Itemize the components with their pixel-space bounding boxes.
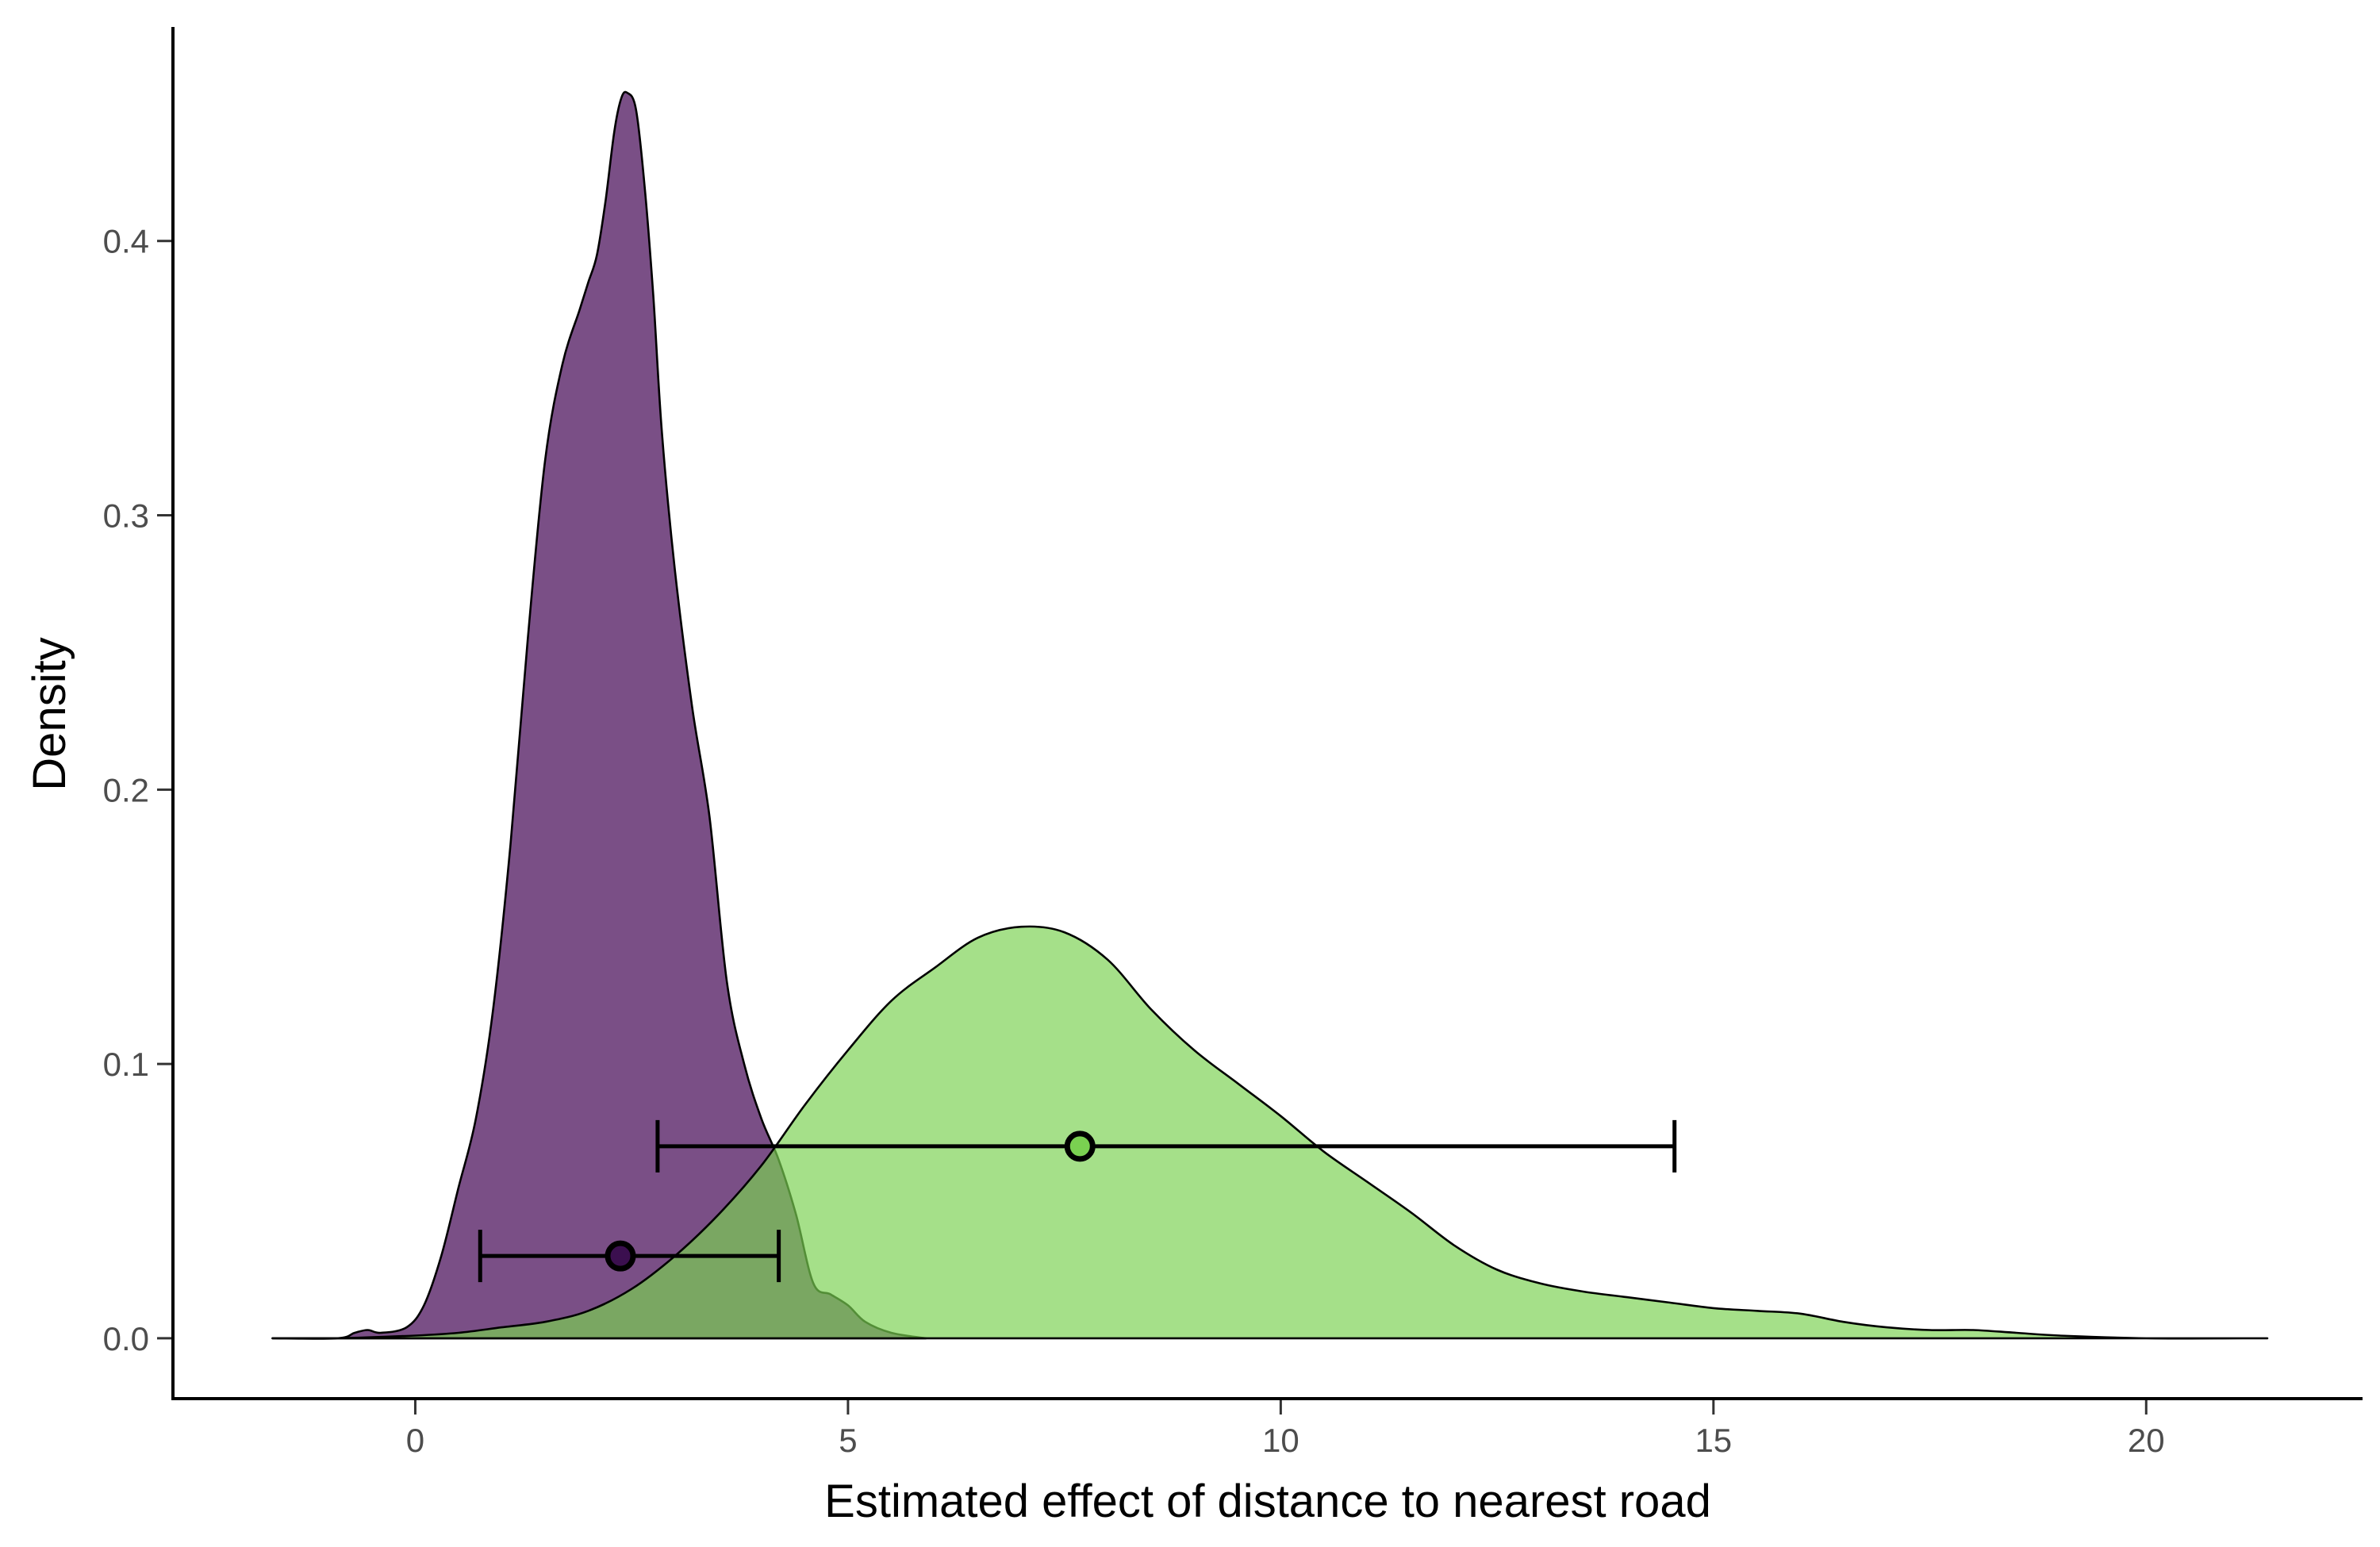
density-area-1: [271, 90, 927, 1340]
density-area-2: [271, 925, 2269, 1340]
x-tick-label: 15: [1695, 1422, 1732, 1459]
y-tick-label: 0.1: [103, 1046, 149, 1083]
x-tick-label: 0: [406, 1422, 424, 1459]
point-estimate-2: [1064, 1130, 1096, 1162]
density-areas: [271, 90, 2269, 1340]
x-axis-title: Estimated effect of distance to nearest …: [824, 1476, 1711, 1527]
x-axis-ticks: 0 5 10 15 20: [406, 1400, 2165, 1459]
x-tick-label: 20: [2128, 1422, 2165, 1459]
x-tick-label: 10: [1262, 1422, 1299, 1459]
y-axis-title: Density: [24, 637, 75, 790]
y-tick-label: 0.4: [103, 223, 149, 260]
point-estimate-1: [605, 1240, 636, 1272]
y-tick-label: 0.2: [103, 771, 149, 808]
x-tick-label: 5: [839, 1422, 857, 1459]
interval-estimates: [478, 1119, 1677, 1283]
y-tick-label: 0.0: [103, 1320, 149, 1357]
y-tick-label: 0.3: [103, 497, 149, 535]
y-axis-ticks: 0.0 0.1 0.2 0.3 0.4: [103, 223, 171, 1357]
